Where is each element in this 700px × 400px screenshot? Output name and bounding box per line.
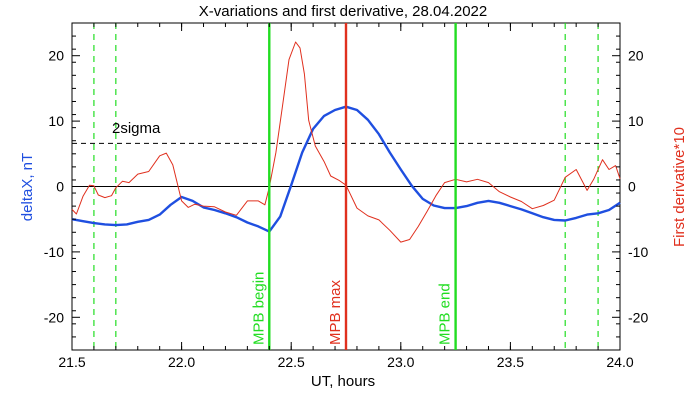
y-tick-label-left: -20 [44,309,64,325]
mpb-label: MPB end [437,283,454,345]
x-tick-label: 22.5 [278,354,305,370]
axes: 21.5 22.0 22.5 23.0 23.5 24.0 -20 -20 -10 -10 0 0 10… [44,22,648,370]
y-tick-label-left: 0 [56,179,64,195]
annotations: 2sigma MPB begin MPB max MPB end [112,23,457,350]
y-axis-title-left: deltaX, nT [19,153,36,221]
mpb-label: MPB max [327,279,344,345]
y-tick-label-right: 20 [628,48,644,64]
derivative-series-line [71,41,621,243]
x-axis-title: UT, hours [311,373,375,390]
x-tick-label: 23.0 [387,354,414,370]
y-tick-label-left: 20 [48,48,64,64]
x-tick-label: 23.5 [497,354,524,370]
y-tick-label-left: 10 [48,113,64,129]
x-tick-label: 21.5 [58,354,85,370]
y-tick-label-left: -10 [44,244,64,260]
mpb-label: MPB begin [250,272,267,345]
sigma-label: 2sigma [112,120,161,137]
x-tick-label: 24.0 [606,354,633,370]
y-tick-label-right: -20 [628,309,648,325]
y-tick-label-right: 10 [628,113,644,129]
y-tick-label-right: -10 [628,244,648,260]
y-tick-label-right: 0 [628,179,636,195]
chart-title: X-variations and first derivative, 28.04… [199,3,488,20]
y-axis-title-right: First derivative*10 [671,127,688,247]
x-tick-label: 22.0 [168,354,195,370]
